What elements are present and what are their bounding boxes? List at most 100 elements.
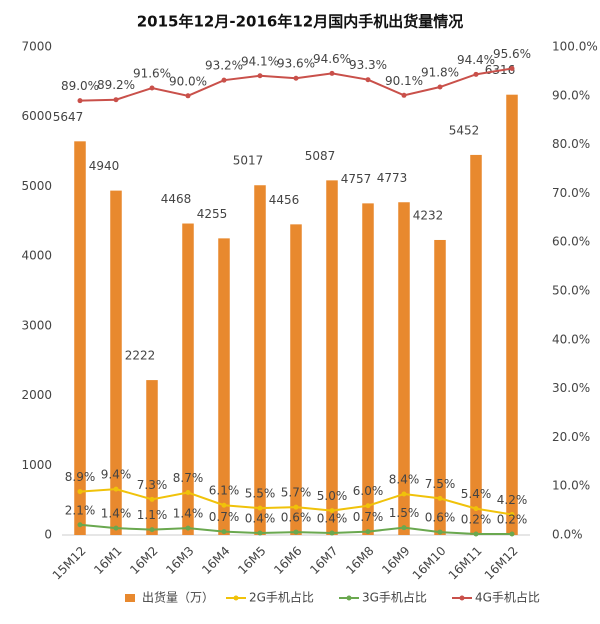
line-marker <box>365 529 371 535</box>
bar <box>74 141 86 535</box>
bar-value-label: 5647 <box>53 110 84 124</box>
line-marker <box>257 73 263 79</box>
line-value-label: 8.4% <box>389 473 420 487</box>
line-marker <box>293 75 299 81</box>
line-marker <box>365 503 371 509</box>
line-value-label: 1.4% <box>101 507 132 521</box>
y2-tick-label: 30.0% <box>552 381 590 395</box>
y-tick-label: 4000 <box>21 249 52 263</box>
bar-value-label: 4232 <box>413 208 444 222</box>
line-value-label: 94.1% <box>241 54 279 68</box>
line-marker <box>221 529 227 535</box>
line-value-label: 0.2% <box>461 513 492 527</box>
line-marker <box>473 506 479 512</box>
bar <box>326 180 338 535</box>
line-value-label: 94.6% <box>313 52 351 66</box>
line-value-label: 91.8% <box>421 66 459 80</box>
line-value-label: 0.6% <box>425 511 456 525</box>
y2-tick-label: 70.0% <box>552 186 590 200</box>
line-value-label: 0.4% <box>245 512 276 526</box>
line-marker <box>473 71 479 77</box>
bar <box>254 185 266 536</box>
line-value-label: 93.2% <box>205 59 243 73</box>
bar <box>290 224 302 535</box>
line-marker <box>149 496 155 502</box>
bar <box>506 94 518 535</box>
bar <box>434 239 446 535</box>
bar <box>470 154 482 535</box>
y2-tick-label: 40.0% <box>552 332 590 346</box>
line-value-label: 89.2% <box>97 78 135 92</box>
line-marker <box>473 531 479 537</box>
y2-tick-label: 20.0% <box>552 430 590 444</box>
y-tick-label: 0 <box>44 528 52 542</box>
line-value-label: 91.6% <box>133 66 171 80</box>
bar <box>110 190 122 535</box>
legend-swatch-marker <box>233 595 239 601</box>
bar <box>362 203 374 535</box>
line-marker <box>149 85 155 91</box>
line-marker <box>293 529 299 535</box>
line-value-label: 7.3% <box>137 478 168 492</box>
line-marker <box>77 98 83 104</box>
line-marker <box>401 92 407 98</box>
line-marker <box>185 525 191 531</box>
bar-value-label: 5087 <box>305 149 336 163</box>
line-value-label: 93.6% <box>277 57 315 71</box>
line-marker <box>509 512 515 518</box>
line-marker <box>437 84 443 90</box>
y2-tick-label: 80.0% <box>552 137 590 151</box>
line-marker <box>113 525 119 531</box>
bar <box>146 380 158 535</box>
line-value-label: 93.3% <box>349 58 387 72</box>
bar <box>218 238 230 535</box>
line-value-label: 0.7% <box>353 510 384 524</box>
y-tick-label: 1000 <box>21 458 52 472</box>
line-value-label: 5.0% <box>317 489 348 503</box>
line-marker <box>365 77 371 83</box>
line-marker <box>113 97 119 103</box>
line-marker <box>329 70 335 76</box>
line-marker <box>185 490 191 496</box>
line-value-label: 5.5% <box>245 487 276 501</box>
y2-tick-label: 60.0% <box>552 235 590 249</box>
bar-value-label: 5017 <box>233 154 264 168</box>
legend-swatch <box>125 594 135 602</box>
line-value-label: 1.4% <box>173 507 204 521</box>
y-tick-label: 6000 <box>21 109 52 123</box>
bar-value-label: 4940 <box>89 159 120 173</box>
line-marker <box>401 525 407 531</box>
y2-tick-label: 50.0% <box>552 284 590 298</box>
line-value-label: 5.4% <box>461 487 492 501</box>
line-value-label: 2.1% <box>65 503 96 517</box>
line-value-label: 94.4% <box>457 53 495 67</box>
line-marker <box>221 77 227 83</box>
bar-value-label: 4468 <box>161 192 192 206</box>
line-value-label: 4.2% <box>497 493 528 507</box>
bar <box>182 223 194 535</box>
line-value-label: 0.2% <box>497 513 528 527</box>
y-tick-label: 5000 <box>21 179 52 193</box>
y2-tick-label: 0.0% <box>552 528 583 542</box>
line-value-label: 8.7% <box>173 471 204 485</box>
bar-value-label: 4456 <box>269 193 300 207</box>
bar-value-label: 4773 <box>377 171 408 185</box>
line-marker <box>113 486 119 492</box>
y-tick-label: 3000 <box>21 318 52 332</box>
line-marker <box>401 491 407 497</box>
line-value-label: 90.1% <box>385 74 423 88</box>
line-value-label: 6.1% <box>209 484 240 498</box>
legend-swatch-marker <box>459 595 465 601</box>
y-tick-label: 7000 <box>21 40 52 54</box>
bar-value-label: 2222 <box>125 349 156 363</box>
line-value-label: 5.7% <box>281 486 312 500</box>
bar-value-label: 4255 <box>197 207 228 221</box>
line-value-label: 95.6% <box>493 47 531 61</box>
y2-tick-label: 90.0% <box>552 88 590 102</box>
line-value-label: 0.6% <box>281 511 312 525</box>
legend-label: 3G手机占比 <box>362 590 427 605</box>
bar-value-label: 5452 <box>449 123 480 137</box>
bar <box>398 202 410 535</box>
bar-value-label: 4757 <box>341 172 372 186</box>
